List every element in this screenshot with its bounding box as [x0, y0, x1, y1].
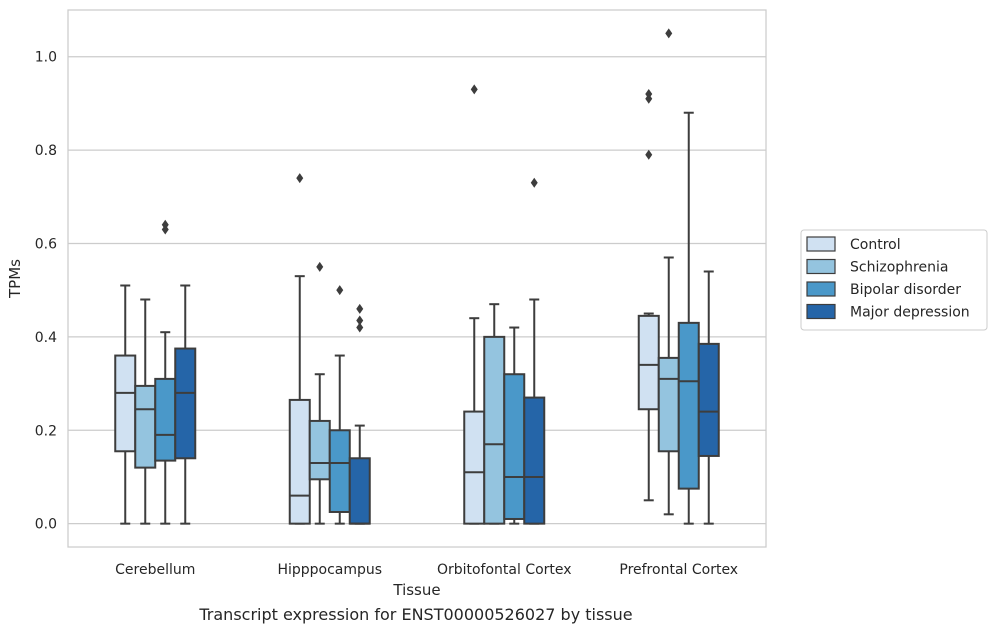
legend-label: Control: [850, 237, 901, 253]
box: [523, 177, 546, 525]
y-tick-label: 0.2: [35, 423, 57, 439]
box: [483, 303, 506, 525]
outlier-point: [161, 219, 169, 230]
legend-frame: [800, 229, 988, 331]
box: [154, 219, 177, 525]
box-body: [114, 354, 137, 453]
outlier-point: [530, 177, 538, 188]
outlier-point: [356, 315, 364, 326]
x-tick-label: Prefrontal Cortex: [619, 562, 738, 578]
y-tick-label: 0.0: [35, 517, 57, 533]
box: [328, 285, 351, 525]
outlier-point: [316, 261, 324, 272]
outlier-point: [356, 322, 364, 333]
box: [657, 28, 680, 516]
box-body: [523, 396, 546, 525]
box: [308, 261, 331, 525]
box-body: [348, 457, 371, 525]
y-axis-label: TPMs: [6, 259, 24, 299]
box-body: [288, 398, 311, 525]
x-axis-label: Tissue: [392, 581, 440, 599]
box: [348, 303, 371, 525]
legend-label: Major depression: [850, 305, 970, 321]
outlier-point: [645, 89, 653, 100]
x-tick-label: Cerebellum: [115, 562, 195, 578]
box-body: [174, 347, 197, 460]
box: [677, 111, 700, 525]
box-body: [637, 314, 660, 411]
box-body: [483, 335, 506, 525]
figure-caption: Transcript expression for ENST0000052602…: [199, 605, 633, 624]
outlier-point: [645, 149, 653, 160]
box-body: [463, 410, 486, 525]
y-tick-label: 0.4: [35, 330, 57, 346]
x-tick-label: Orbitofontal Cortex: [437, 562, 572, 578]
box-body: [308, 419, 331, 481]
legend-swatch: [806, 236, 836, 252]
outlier-point: [665, 28, 673, 39]
x-tick-labels: Cerebellum Hipppocampus Orbitofontal Corte…: [115, 562, 738, 578]
legend-swatch: [806, 258, 836, 275]
legend-label: Bipolar disorder: [850, 282, 961, 298]
box-body: [134, 384, 157, 469]
box: [288, 173, 311, 525]
legend: Control Schizophrenia Bipolar disorder Majo…: [800, 229, 988, 331]
x-tick-label: Hipppocampus: [277, 562, 382, 578]
box-body: [657, 356, 680, 453]
outlier-point: [296, 173, 304, 184]
box-body: [328, 429, 351, 513]
legend-label: Schizophrenia: [850, 260, 948, 276]
box-body: [697, 342, 720, 457]
box: [134, 298, 157, 525]
y-tick-label: 0.8: [35, 143, 57, 159]
y-tick-label: 0.6: [35, 236, 57, 252]
box: [697, 270, 720, 525]
outlier-point: [336, 285, 344, 296]
y-tick-labels: 0.0 0.2 0.4 0.6 0.8 1.0: [35, 50, 57, 533]
outlier-point: [470, 84, 478, 95]
legend-swatch: [806, 303, 836, 320]
outlier-point: [356, 303, 364, 314]
legend-swatch: [806, 281, 836, 297]
plot-frame: [67, 9, 767, 548]
box-body: [677, 321, 700, 490]
box-layer: [114, 28, 720, 525]
box-body: [154, 377, 177, 462]
box: [503, 326, 526, 525]
box: [637, 89, 660, 502]
y-tick-label: 1.0: [35, 50, 57, 66]
box: [174, 284, 197, 525]
box-body: [503, 373, 526, 520]
box: [114, 284, 137, 525]
